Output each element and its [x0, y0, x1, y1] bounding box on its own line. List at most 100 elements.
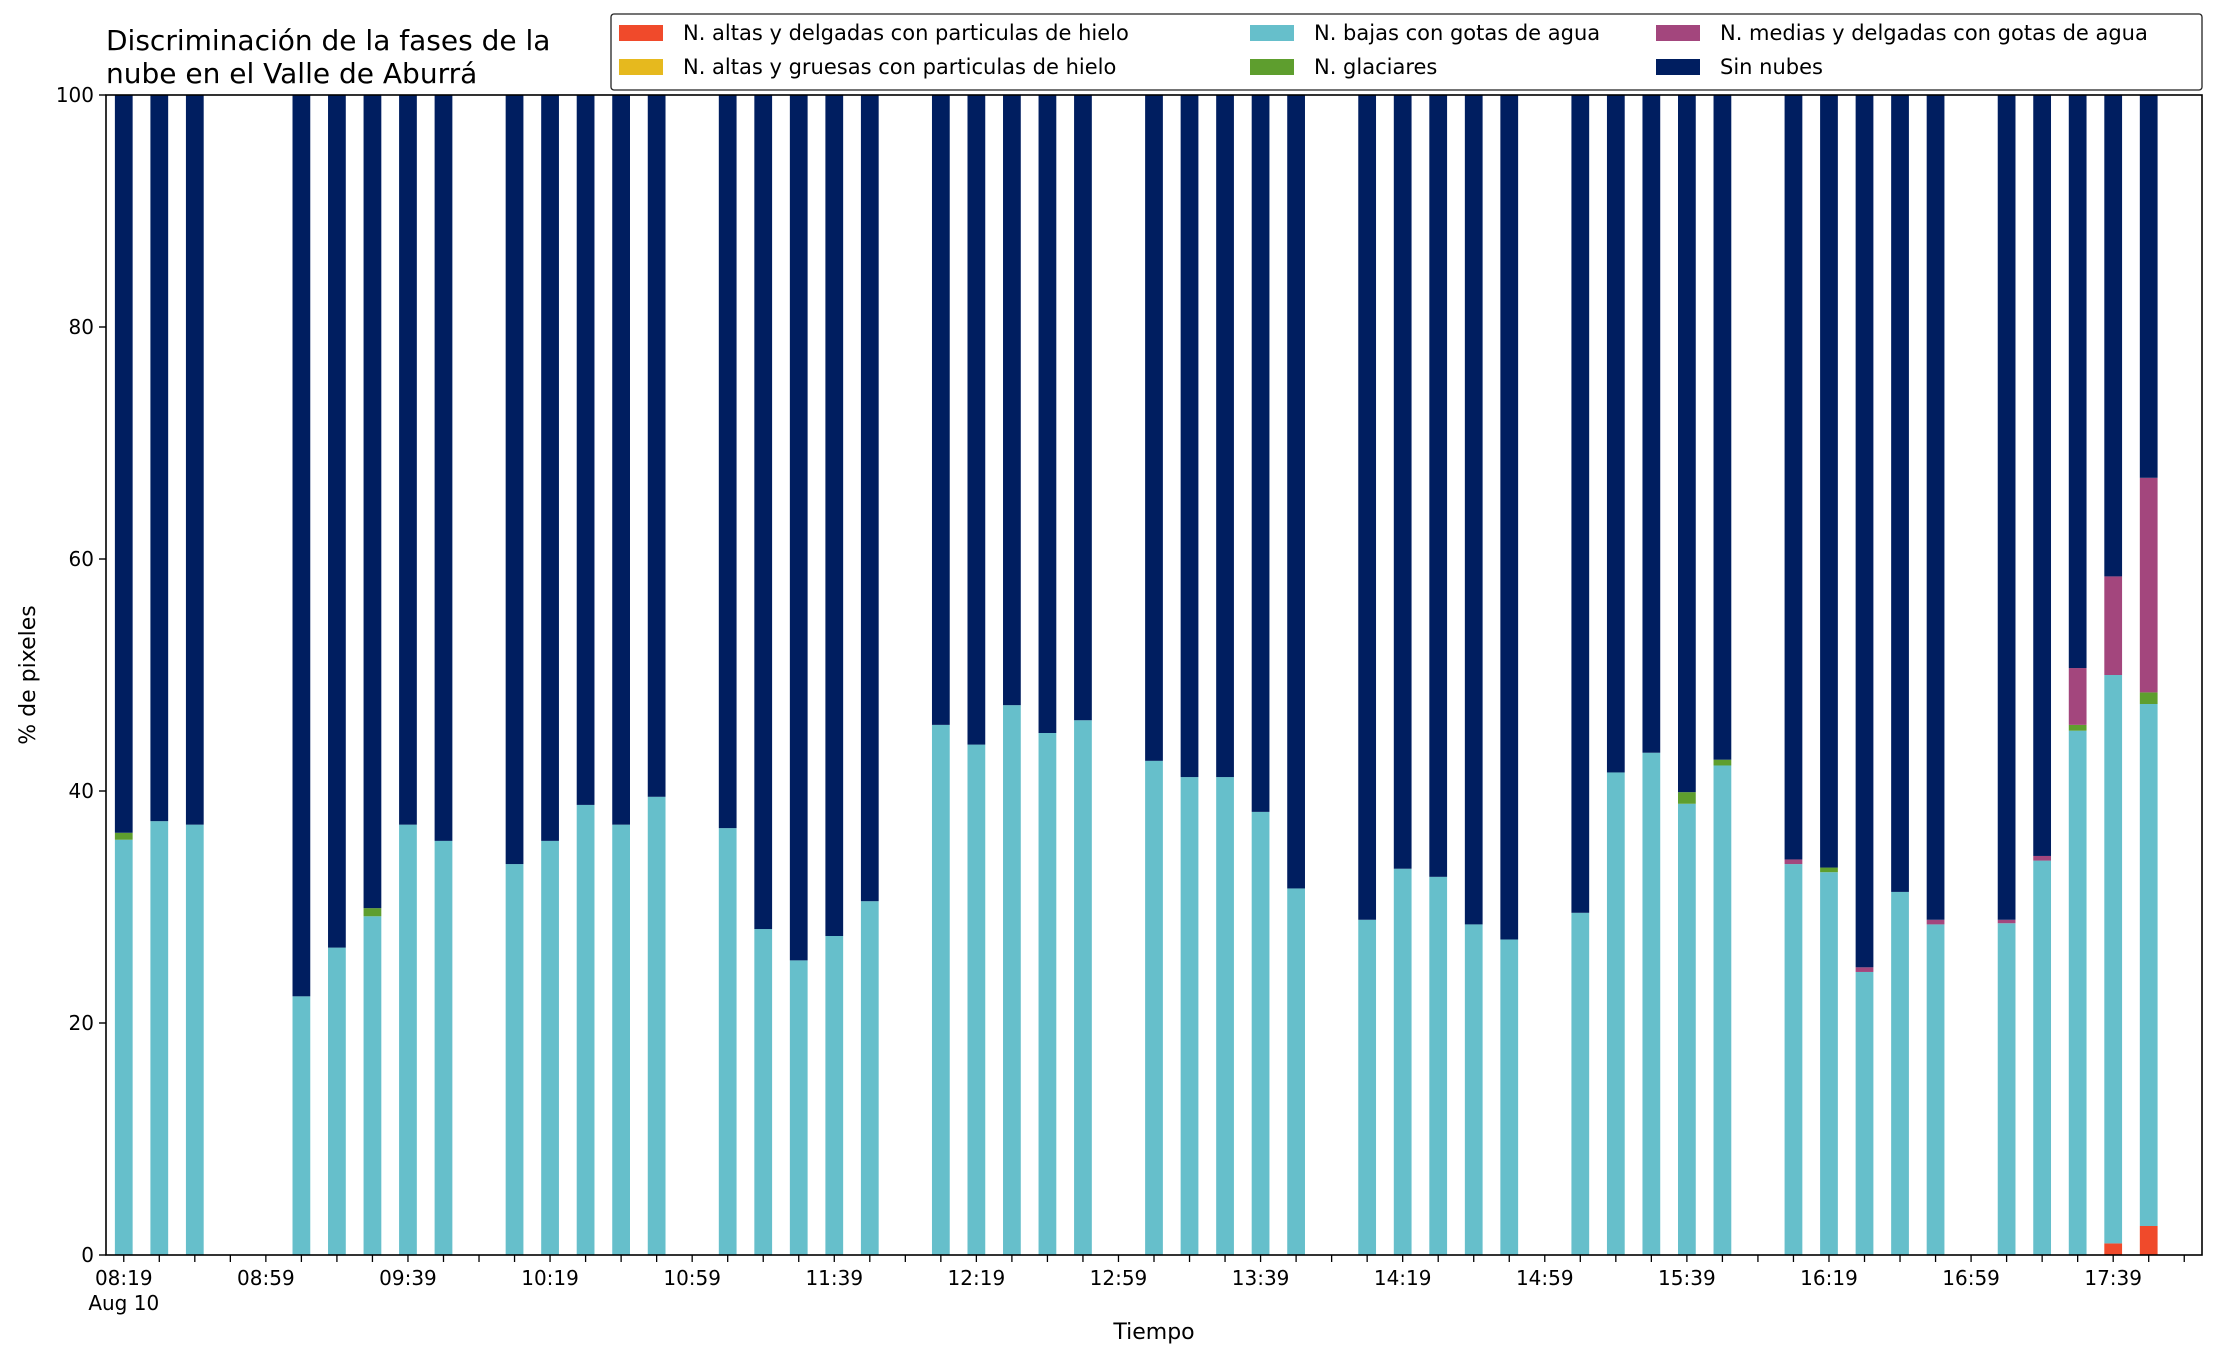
legend-swatch [1250, 25, 1294, 41]
bar-segment-n-bajas-con-gotas-de-agua [612, 824, 630, 1255]
bar-1009 [505, 95, 524, 1255]
bar-segment-sin-nubes [1571, 95, 1590, 913]
bar-segment-n-bajas-con-gotas-de-agua [718, 828, 737, 1255]
legend-label: N. bajas con gotas de agua [1314, 21, 1600, 45]
x-tick-label: 10:19 [521, 1266, 579, 1290]
bar-segment-n-glaciares [114, 832, 133, 840]
bar-segment-n-bajas-con-gotas-de-agua [2104, 675, 2123, 1244]
bar-segment-n-bajas-con-gotas-de-agua [505, 864, 524, 1255]
bar-segment-n-glaciares [1820, 867, 1838, 873]
bar-segment-sin-nubes [1500, 95, 1519, 940]
bar-segment-n-bajas-con-gotas-de-agua [1500, 939, 1519, 1255]
bar-segment-n-bajas-con-gotas-de-agua [150, 821, 169, 1255]
bar-segment-sin-nubes [328, 95, 346, 948]
bar-segment-n-bajas-con-gotas-de-agua [434, 840, 453, 1255]
bar-1239 [1038, 95, 1057, 1255]
bar-segment-n-bajas-con-gotas-de-agua [1251, 811, 1270, 1255]
chart-title-line-2: nube en el Valle de Aburrá [106, 57, 477, 90]
y-tick-label: 100 [56, 83, 94, 107]
bar-1119 [754, 95, 773, 1255]
bar-segment-sin-nubes [1429, 95, 1448, 877]
bar-0939 [399, 95, 417, 1255]
bar-segment-sin-nubes [1891, 95, 1909, 892]
x-tick-label: 10:59 [663, 1266, 721, 1290]
bar-segment-sin-nubes [1820, 95, 1838, 868]
bar-segment-sin-nubes [2033, 95, 2052, 856]
legend-swatch [619, 59, 663, 75]
bar-segment-sin-nubes [1464, 95, 1483, 925]
bar-segment-n-bajas-con-gotas-de-agua [1571, 912, 1590, 1255]
bar-segment-n-bajas-con-gotas-de-agua [1997, 923, 2016, 1255]
bars-layer [114, 95, 2158, 1255]
bar-1309 [1145, 95, 1163, 1255]
y-tick-label: 20 [69, 1011, 94, 1035]
bar-1219 [967, 95, 986, 1255]
bar-segment-sin-nubes [1180, 95, 1199, 778]
y-tick-label: 60 [69, 547, 94, 571]
bar-segment-n-bajas-con-gotas-de-agua [860, 901, 879, 1255]
bar-segment-sin-nubes [1003, 95, 1021, 706]
bar-segment-n-bajas-con-gotas-de-agua [1429, 876, 1448, 1255]
bar-segment-n-bajas-con-gotas-de-agua [1074, 720, 1092, 1255]
bar-segment-n-bajas-con-gotas-de-agua [185, 824, 204, 1255]
bar-segment-n-medias-y-delgadas-con-gotas-de-agua [2033, 855, 2052, 861]
x-tick-label: 14:59 [1516, 1266, 1574, 1290]
bar-1409 [1358, 95, 1377, 1255]
bar-1719 [2033, 95, 2052, 1255]
legend-label: N. glaciares [1314, 55, 1437, 79]
bar-segment-sin-nubes [754, 95, 773, 930]
bar-1319 [1180, 95, 1199, 1255]
bar-segment-sin-nubes [931, 95, 950, 725]
legend-item-n-glaciares: N. glaciares [1250, 55, 1437, 79]
bar-segment-sin-nubes [1713, 95, 1732, 760]
x-tick-label: 14:19 [1374, 1266, 1432, 1290]
bar-segment-n-bajas-con-gotas-de-agua [399, 824, 417, 1255]
bar-0929 [363, 95, 382, 1255]
legend-item-n-altas-y-delgadas-con-particulas-de-hielo: N. altas y delgadas con particulas de hi… [619, 21, 1129, 45]
bar-segment-n-medias-y-delgadas-con-gotas-de-agua [1926, 919, 1945, 925]
x-tick-label: 12:59 [1090, 1266, 1148, 1290]
bar-segment-n-bajas-con-gotas-de-agua [931, 724, 950, 1255]
bar-1529 [1642, 95, 1661, 1255]
bar-segment-n-bajas-con-gotas-de-agua [1216, 777, 1234, 1255]
bar-segment-n-medias-y-delgadas-con-gotas-de-agua [1855, 967, 1874, 972]
bar-segment-n-bajas-con-gotas-de-agua [1145, 760, 1163, 1255]
bar-segment-sin-nubes [576, 95, 595, 805]
bar-segment-n-bajas-con-gotas-de-agua [1926, 924, 1945, 1255]
bar-segment-n-bajas-con-gotas-de-agua [1784, 864, 1803, 1255]
bar-segment-n-bajas-con-gotas-de-agua [1713, 765, 1732, 1255]
bar-1049 [647, 95, 666, 1255]
bar-1519 [1606, 95, 1625, 1255]
bar-segment-sin-nubes [1606, 95, 1625, 773]
bar-0949 [434, 95, 453, 1255]
chart-title: Discriminación de la fases de la nube en… [106, 24, 550, 90]
bar-segment-n-bajas-con-gotas-de-agua [1642, 752, 1661, 1255]
bar-segment-n-bajas-con-gotas-de-agua [1464, 924, 1483, 1255]
bar-segment-sin-nubes [150, 95, 169, 822]
bar-segment-n-medias-y-delgadas-con-gotas-de-agua [2104, 576, 2123, 675]
bar-segment-n-bajas-con-gotas-de-agua [967, 744, 986, 1255]
bar-segment-sin-nubes [718, 95, 737, 829]
bar-segment-n-bajas-con-gotas-de-agua [363, 916, 382, 1255]
legend-item-sin-nubes: Sin nubes [1656, 55, 1823, 79]
bar-segment-sin-nubes [612, 95, 630, 825]
legend-label: N. altas y delgadas con particulas de hi… [683, 21, 1129, 45]
bar-1549 [1713, 95, 1732, 1255]
bar-segment-sin-nubes [789, 95, 808, 961]
bar-1609 [1784, 95, 1803, 1255]
bar-segment-sin-nubes [399, 95, 417, 825]
bar-segment-sin-nubes [1855, 95, 1874, 968]
bar-segment-sin-nubes [1038, 95, 1057, 733]
bar-segment-n-glaciares [1713, 759, 1732, 766]
legend-box [610, 13, 2203, 91]
legend-label: N. altas y gruesas con particulas de hie… [683, 55, 1116, 79]
bar-segment-n-glaciares [363, 908, 382, 917]
bar-segment-sin-nubes [967, 95, 986, 745]
x-tick-label: 16:19 [1800, 1266, 1858, 1290]
bar-segment-n-bajas-con-gotas-de-agua [1287, 888, 1305, 1255]
bar-segment-sin-nubes [2139, 95, 2158, 478]
bar-1139 [825, 95, 844, 1255]
bar-segment-n-altas-y-delgadas-con-particulas-de-hielo [2139, 1226, 2158, 1255]
legend-swatch [1656, 59, 1700, 75]
